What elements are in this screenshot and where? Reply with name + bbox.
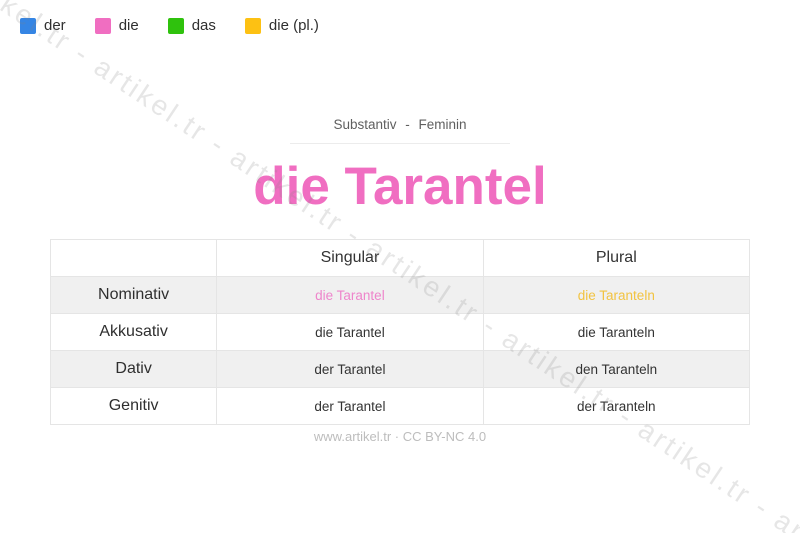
declension-table: Singular Plural Nominativ die Tarantel d…	[49, 239, 751, 425]
case-label: Nominativ	[49, 276, 218, 314]
word-type-label: Substantiv - Feminin	[290, 117, 510, 144]
legend-item-die: die	[94, 17, 139, 34]
legend-label-der: der	[44, 17, 66, 34]
nominativ-singular-value: die Tarantel	[216, 276, 484, 314]
legend-label-die-plural: die (pl.)	[268, 17, 319, 34]
nominativ-plural-value: die Taranteln	[482, 276, 751, 314]
die-plural-color-swatch	[244, 17, 261, 34]
akkusativ-singular-value: die Tarantel	[216, 313, 484, 351]
table-row-akkusativ: Akkusativ die Tarantel die Taranteln	[49, 313, 751, 351]
singular-column-header: Singular	[216, 239, 484, 277]
table-row-nominativ: Nominativ die Tarantel die Taranteln	[49, 276, 751, 314]
plural-column-header: Plural	[482, 239, 751, 277]
table-row-dativ: Dativ der Tarantel den Taranteln	[49, 350, 751, 388]
das-color-swatch	[167, 17, 184, 34]
genitiv-singular-value: der Tarantel	[216, 387, 484, 425]
legend-label-die: die	[118, 17, 139, 34]
dativ-plural-value: den Taranteln	[482, 350, 751, 388]
der-color-swatch	[20, 17, 36, 34]
case-label: Genitiv	[49, 387, 218, 425]
word-type-subtitle: Substantiv - Feminin	[0, 116, 800, 144]
akkusativ-plural-value: die Taranteln	[482, 313, 751, 351]
case-label: Akkusativ	[49, 313, 218, 351]
dativ-singular-value: der Tarantel	[216, 350, 484, 388]
die-color-swatch	[94, 17, 111, 34]
footer-credit: www.artikel.tr · CC BY-NC 4.0	[313, 429, 487, 444]
legend-item-das: das	[167, 17, 216, 34]
case-label: Dativ	[49, 350, 218, 388]
corner-header-cell	[49, 239, 218, 277]
legend-item-die-plural: die (pl.)	[244, 17, 319, 34]
table-header-row: Singular Plural	[49, 239, 751, 277]
article-color-legend: der die das die (pl.)	[20, 17, 319, 34]
table-row-genitiv: Genitiv der Tarantel der Taranteln	[49, 387, 751, 425]
genitiv-plural-value: der Taranteln	[482, 387, 751, 425]
legend-label-das: das	[191, 17, 216, 34]
legend-item-der: der	[20, 17, 66, 34]
page-title: die Tarantel	[253, 157, 547, 216]
